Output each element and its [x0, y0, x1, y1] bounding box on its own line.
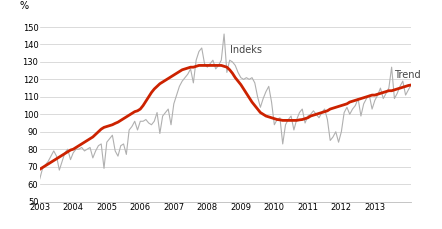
- Text: Indeks: Indeks: [230, 45, 262, 55]
- Text: Trend: Trend: [394, 70, 421, 80]
- Text: %: %: [19, 1, 28, 11]
